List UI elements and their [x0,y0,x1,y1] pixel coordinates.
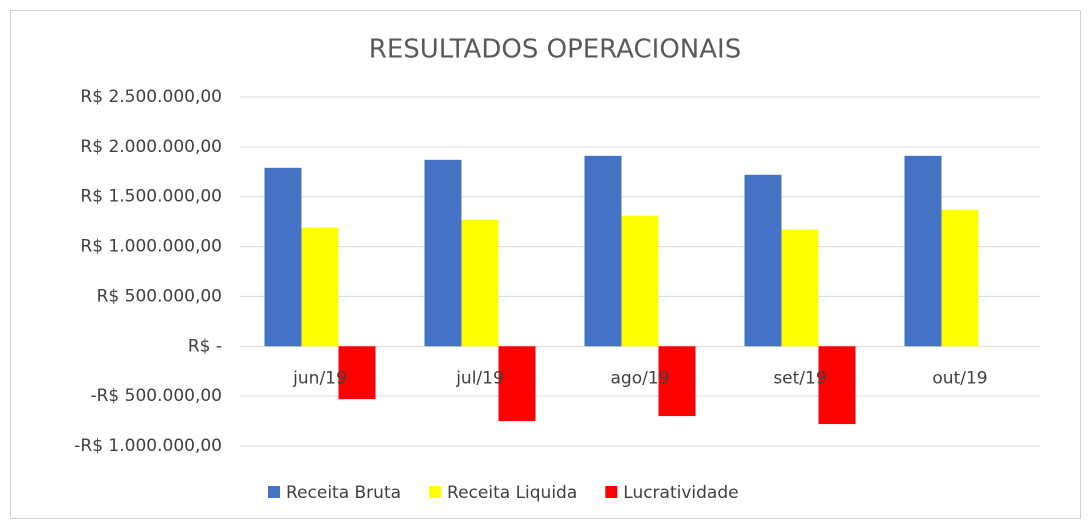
y-tick-label: R$ 1.000.000,00 [80,237,222,257]
y-tick-label: R$ 2.000.000,00 [80,137,222,157]
bar [461,219,499,347]
legend-swatch [268,486,280,498]
y-tick-label: R$ 2.500.000,00 [80,87,222,107]
x-tick-label: out/19 [932,368,987,388]
bar [904,155,942,347]
bar [301,227,339,347]
bar [498,346,536,422]
bar [658,346,696,417]
legend-swatch [429,486,442,498]
bar [424,159,462,347]
y-tick-label: R$ - [188,336,222,356]
y-tick-label: -R$ 1.000.000,00 [74,436,222,456]
legend-label: Receita Bruta [286,483,401,503]
bar [338,346,376,400]
y-tick-label: -R$ 500.000,00 [90,386,222,406]
bar [584,155,622,347]
x-tick-label: ago/19 [611,368,670,388]
x-tick-label: jul/19 [455,368,504,388]
bar [818,346,856,425]
legend-label: Receita Liquida [447,483,577,503]
legend-swatch [605,486,618,498]
y-tick-label: R$ 1.500.000,00 [80,187,222,207]
bar [941,209,979,347]
bar [781,229,819,347]
bar [264,167,302,347]
chart-border [10,10,1081,519]
chart-title: RESULTADOS OPERACIONAIS [369,35,741,65]
x-tick-label: jun/19 [292,368,347,388]
bar [621,215,659,347]
bar [744,174,782,347]
legend-label: Lucratividade [623,483,738,503]
x-tick-label: set/19 [773,368,826,388]
y-tick-label: R$ 500.000,00 [97,286,222,306]
